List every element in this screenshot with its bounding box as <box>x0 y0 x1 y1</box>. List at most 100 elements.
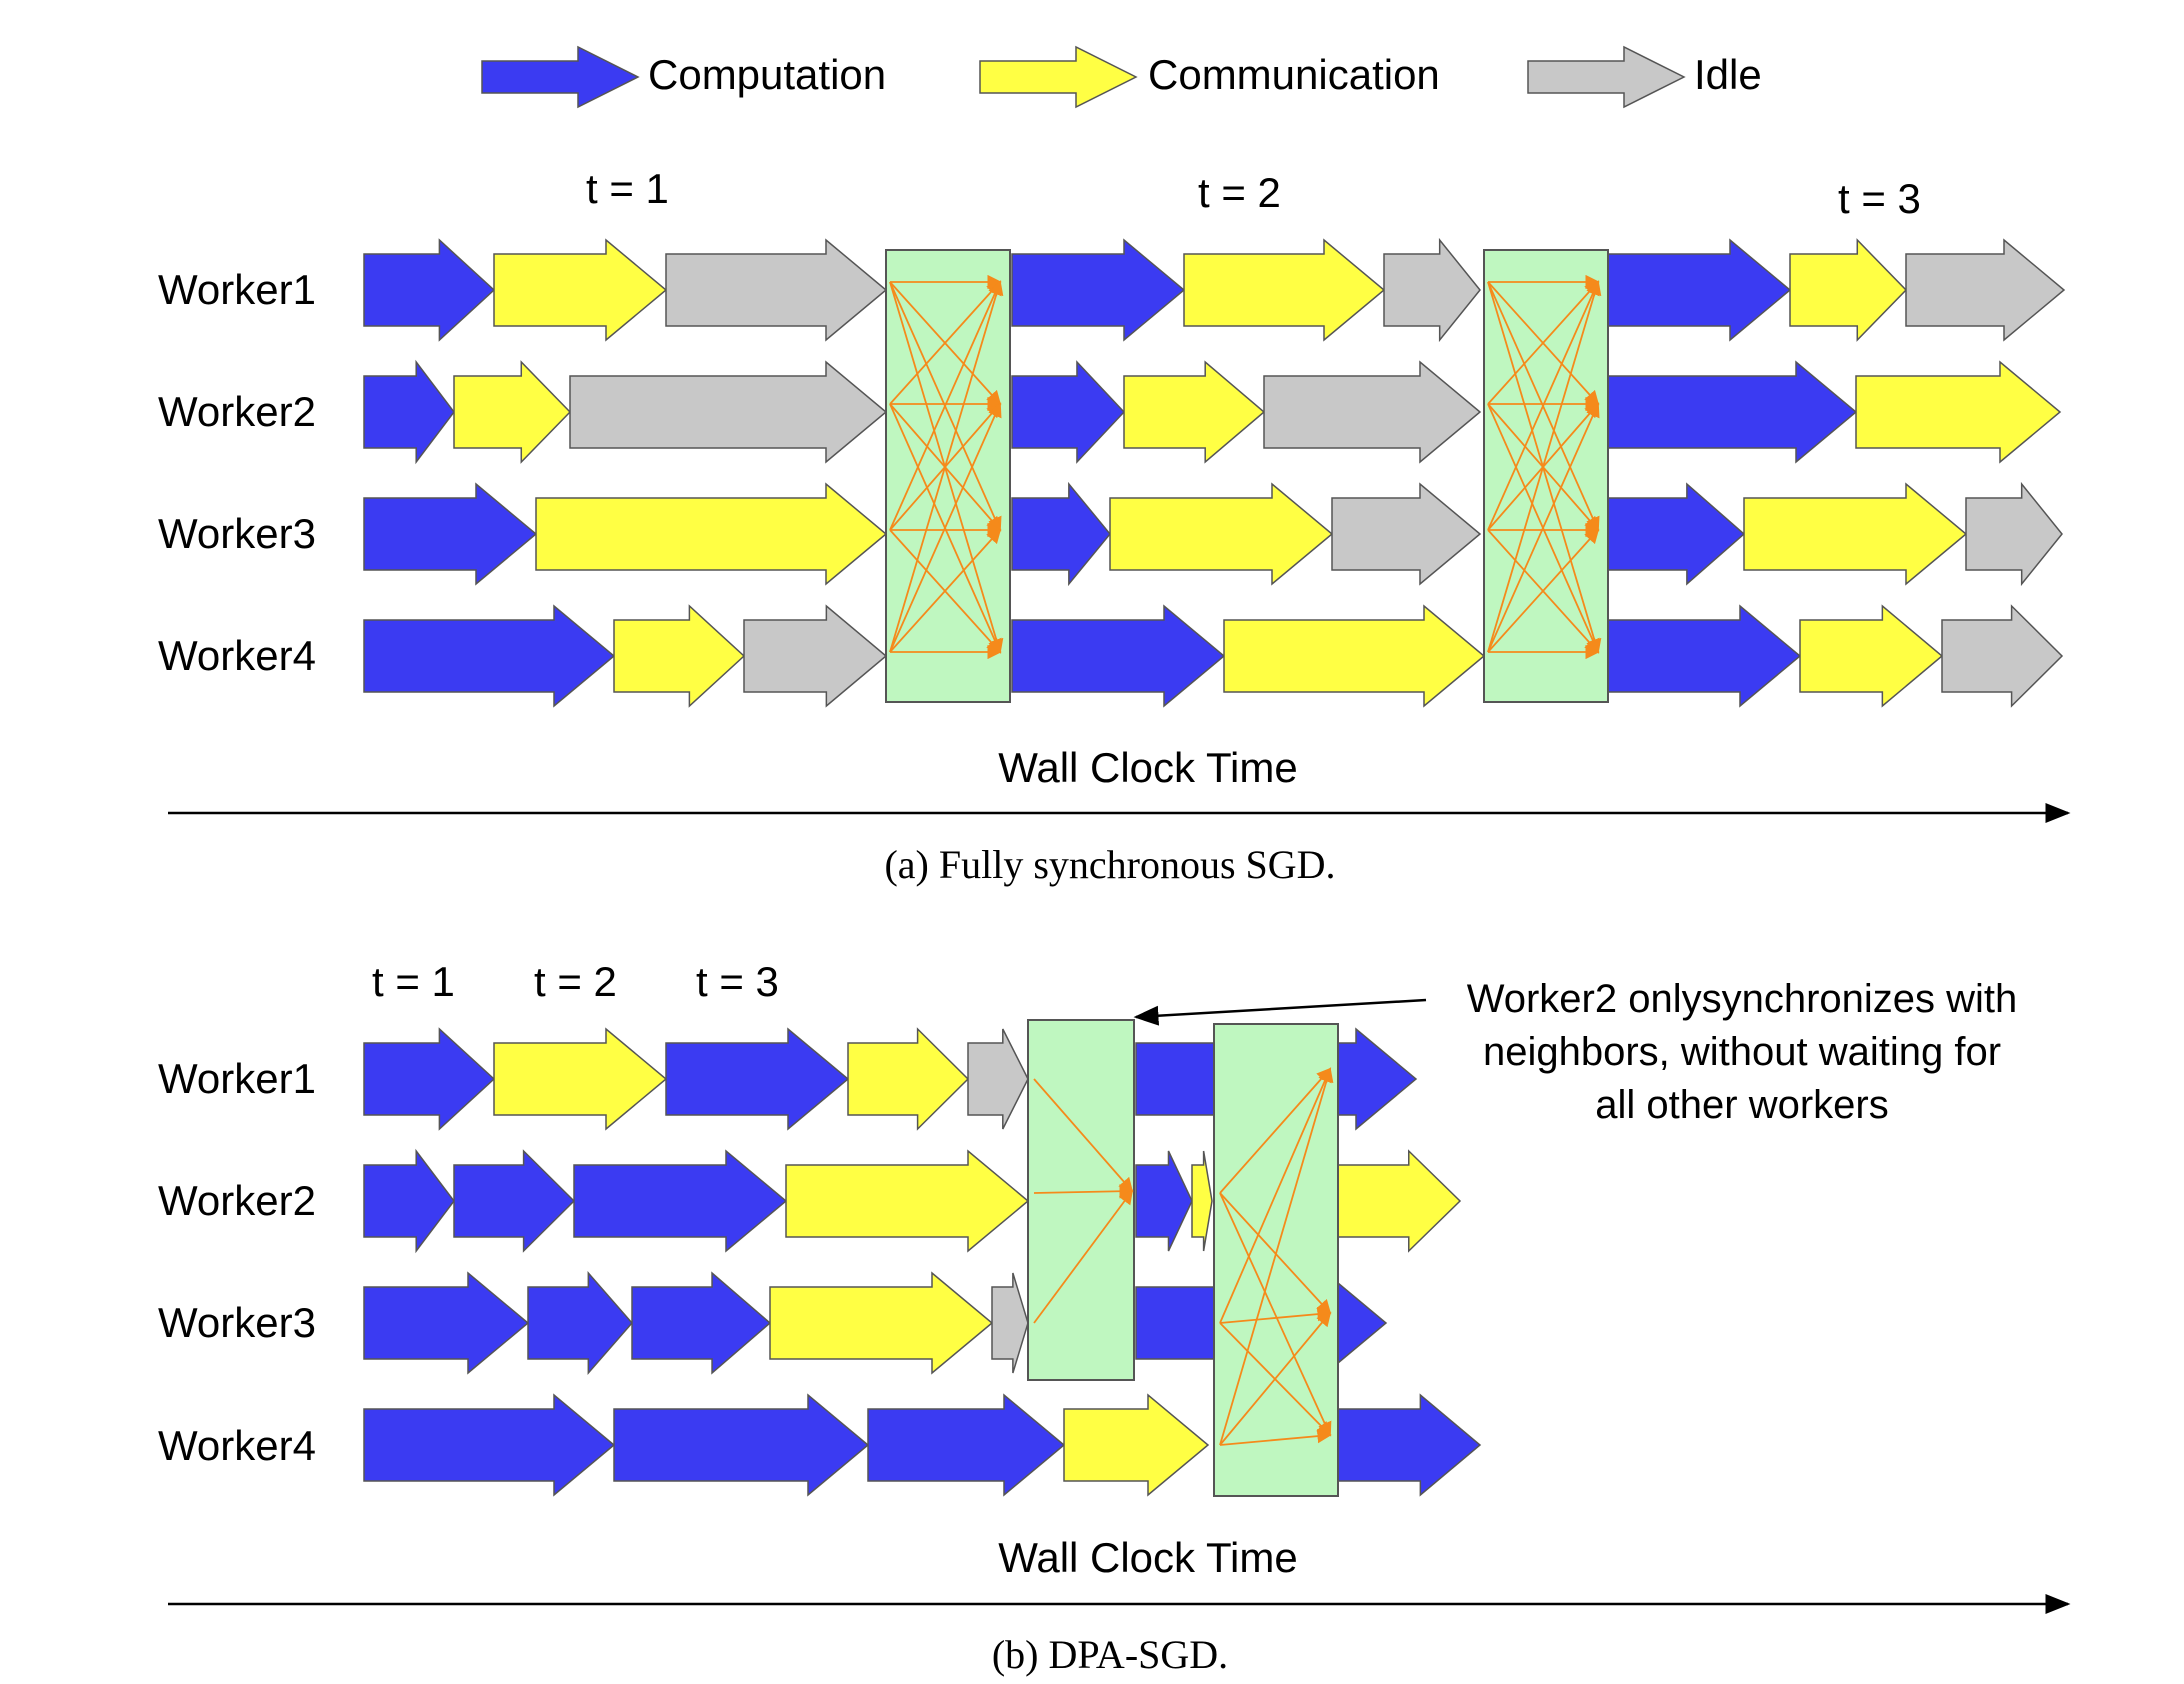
panel-b-w1-computation-arrow <box>363 1027 496 1131</box>
panel-a-sync-1-link-4-3 <box>889 528 1002 653</box>
annotation-line-2: neighbors, without waiting for <box>1483 1030 2001 1074</box>
panel-a-w2-idle-arrow <box>569 360 888 464</box>
panel-b-w3-communication-arrow <box>769 1271 994 1375</box>
panel-b-worker3-label: Worker3 <box>158 1299 316 1346</box>
panel-b-w2-computation-arrow <box>1135 1150 1193 1252</box>
panel-b-sync-1-link-w1 <box>1033 1078 1134 1193</box>
panel-a-sync-1-link-4-2 <box>889 402 1002 653</box>
panel-a-w1-communication-arrow <box>1789 238 1908 342</box>
panel-a-worker2-label: Worker2 <box>158 388 316 435</box>
panel-b-w4-computation-arrow <box>363 1393 616 1497</box>
panel-a-sync-1-link-4-1 <box>889 280 1004 653</box>
panel-b-w4-computation-arrow <box>1337 1393 1482 1497</box>
panel-a-w2-idle-arrow <box>1263 360 1482 464</box>
panel-a-sync-2-link-3-1 <box>1487 280 1600 531</box>
panel-b-w1-communication-arrow <box>847 1027 970 1131</box>
panel-b-sync-2-link-1-3 <box>1219 1192 1332 1437</box>
legend-computation-label: Computation <box>648 51 886 98</box>
panel-a-w2-computation-arrow <box>363 359 455 465</box>
panel-b-w1-communication-arrow <box>493 1027 668 1131</box>
panel-a-w3-communication-arrow <box>1109 482 1334 586</box>
panel-a-sync-2-link-4-1 <box>1487 280 1602 653</box>
panel-a-w2-communication-arrow <box>453 360 572 464</box>
panel-a-w2-communication-arrow <box>1123 360 1266 464</box>
panel-b-sync-box-2 <box>1213 1023 1339 1497</box>
legend-computation-arrow <box>481 45 640 109</box>
panel-a-w4-idle-arrow <box>1941 604 2064 708</box>
panel-b-sync-2-link-3-1 <box>1219 1067 1334 1446</box>
panel-b-sync-1-link-w3 <box>1033 1189 1134 1324</box>
panel-a-w1-idle-arrow <box>665 238 888 342</box>
panel-a-sync-2-link-4-2 <box>1487 402 1600 653</box>
panel-b-w2-communication-arrow <box>785 1149 1030 1253</box>
panel-a-sync-1-link-2-1 <box>889 280 1002 405</box>
panel-a-iteration-3: t = 3 <box>1838 175 1921 222</box>
panel-b-worker4-label: Worker4 <box>158 1422 316 1469</box>
panel-b-iteration-3: t = 3 <box>696 958 779 1005</box>
panel-a-w1-communication-arrow <box>1183 238 1386 342</box>
panel-b-sync-2-link-1-1 <box>1219 1067 1332 1194</box>
panel-b-w2-communication-arrow <box>1191 1150 1213 1252</box>
panel-a-w4-communication-arrow <box>613 604 746 708</box>
panel-a-w4-computation-arrow <box>1607 604 1802 708</box>
panel-a-w2-computation-arrow <box>1607 360 1858 464</box>
panel-a-w2-computation-arrow <box>1011 360 1126 464</box>
panel-b-w1-computation-arrow <box>665 1027 850 1131</box>
panel-a-w4-computation-arrow <box>1011 604 1226 708</box>
panel-a-w1-communication-arrow <box>493 238 668 342</box>
panel-b-w2-computation-arrow <box>453 1149 576 1253</box>
panel-b-w3-computation-arrow <box>631 1271 772 1375</box>
annotation: Worker2 onlysynchronizes with neighbors,… <box>1133 977 2018 1127</box>
panel-a-w4-communication-arrow <box>1799 604 1944 708</box>
panel-a-w2-communication-arrow <box>1855 360 2062 464</box>
panel-a-w3-computation-arrow <box>1607 482 1746 586</box>
panel-b-sync-2-link-2-1 <box>1219 1067 1332 1324</box>
legend: Computation Communication Idle <box>481 45 1762 109</box>
panel-b-w4-computation-arrow <box>867 1393 1066 1497</box>
panel-b-w2-computation-arrow <box>573 1149 788 1253</box>
panel-b-w2-computation-arrow <box>363 1148 455 1254</box>
panel-b-iteration-1: t = 1 <box>372 958 455 1005</box>
panel-a-axis-label: Wall Clock Time <box>998 744 1297 791</box>
panel-b: t = 1 t = 2 t = 3 Worker1 Worker2 Worker… <box>158 958 2071 1677</box>
panel-b-sync-2-link-1-2 <box>1219 1192 1332 1315</box>
annotation-pointer <box>1133 998 1427 1026</box>
panel-b-w1-idle-arrow <box>967 1028 1029 1130</box>
panel-a-w3-idle-arrow <box>1331 482 1482 586</box>
panel-a-sync-2-link-2-1 <box>1487 280 1600 405</box>
panel-a-w1-computation-arrow <box>363 238 496 342</box>
panel-b-w4-computation-arrow <box>613 1393 870 1497</box>
panel-a-iteration-2: t = 2 <box>1198 169 1281 216</box>
panel-b-sync-1-link-w2 <box>1033 1184 1134 1199</box>
panel-a-worker4-label: Worker4 <box>158 632 316 679</box>
panel-b-w3-computation-arrow <box>527 1271 633 1375</box>
legend-idle-label: Idle <box>1694 51 1762 98</box>
panel-b-w3-idle-arrow <box>991 1272 1029 1374</box>
annotation-line-1: Worker2 onlysynchronizes with <box>1467 977 2018 1021</box>
panel-b-worker1-label: Worker1 <box>158 1055 316 1102</box>
panel-b-sync-2-link-3-2 <box>1219 1311 1332 1446</box>
panel-a: t = 1 t = 2 t = 3 Worker1 Worker2 Worker… <box>158 165 2071 887</box>
legend-communication-arrow <box>979 45 1138 109</box>
panel-b-iteration-2: t = 2 <box>534 958 617 1005</box>
panel-a-w1-computation-arrow <box>1607 238 1792 342</box>
panel-b-axis-label: Wall Clock Time <box>998 1534 1297 1581</box>
panel-a-w4-idle-arrow <box>743 604 888 708</box>
panel-a-w3-computation-arrow <box>1011 481 1111 587</box>
legend-communication-label: Communication <box>1148 51 1440 98</box>
legend-idle-arrow <box>1527 45 1686 109</box>
panel-a-w4-communication-arrow <box>1223 604 1486 708</box>
panel-a-w1-computation-arrow <box>1011 238 1186 342</box>
panel-b-worker2-label: Worker2 <box>158 1177 316 1224</box>
panel-a-iteration-1: t = 1 <box>586 165 669 212</box>
panel-b-w2-communication-arrow <box>1337 1149 1462 1253</box>
panel-a-caption: (a) Fully synchronous SGD. <box>884 842 1335 887</box>
annotation-line-3: all other workers <box>1595 1083 1888 1127</box>
panel-a-w3-communication-arrow <box>1743 482 1968 586</box>
panel-a-w4-computation-arrow <box>363 604 616 708</box>
panel-a-w3-communication-arrow <box>535 482 888 586</box>
panel-a-w1-idle-arrow <box>1383 237 1481 343</box>
panel-a-w3-computation-arrow <box>363 482 538 586</box>
panel-b-sync-2-link-2-2 <box>1219 1306 1332 1324</box>
panel-a-sync-2-link-4-3 <box>1487 528 1600 653</box>
